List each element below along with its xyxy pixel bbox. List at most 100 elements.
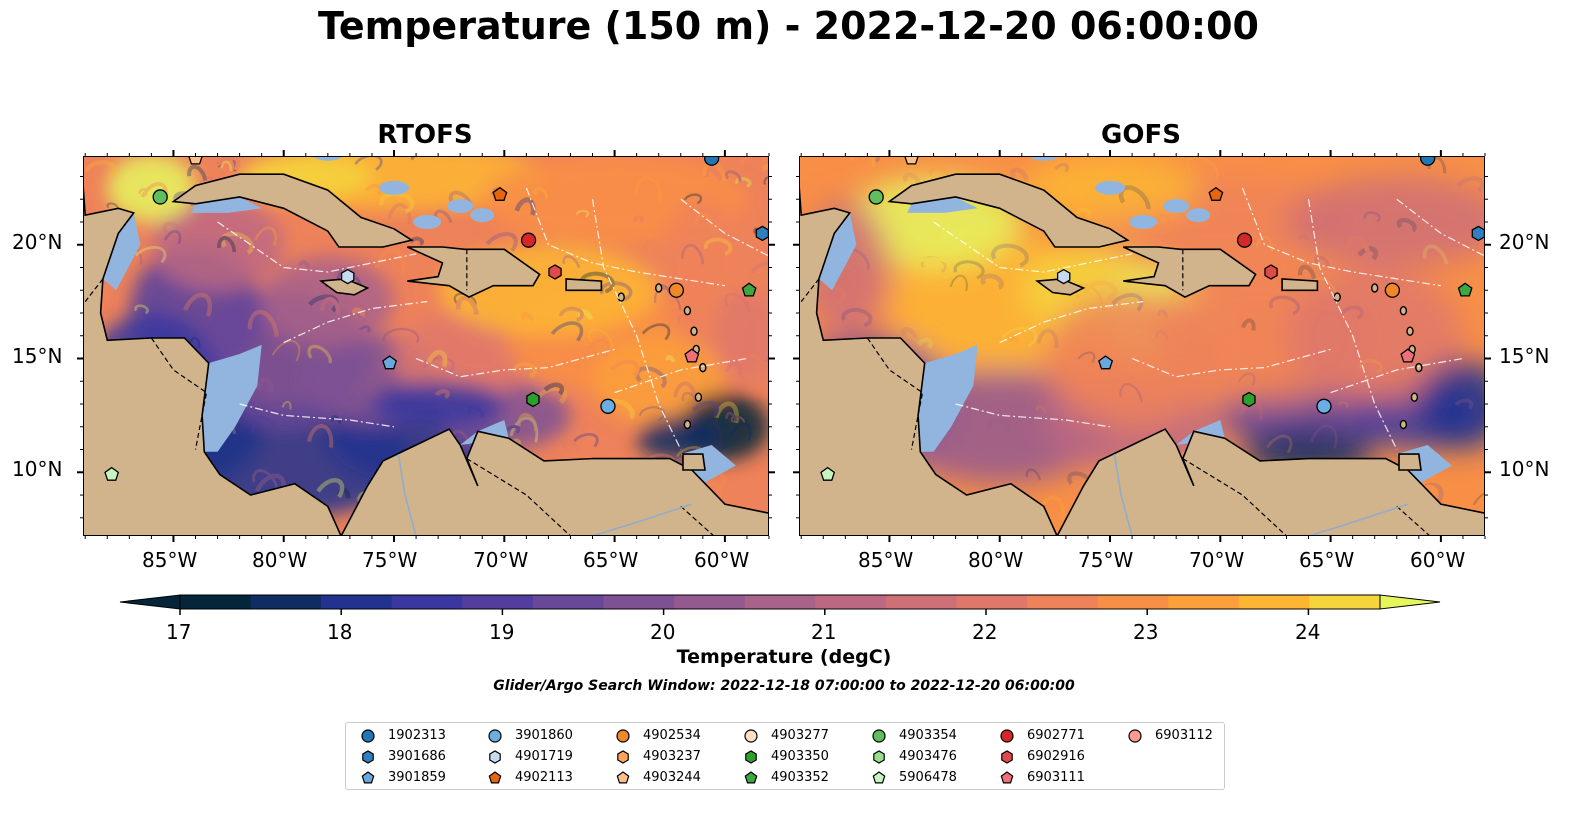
circle-marker-icon: [1000, 729, 1014, 743]
float-marker-3901859[interactable]: [382, 355, 398, 370]
float-marker-4903352[interactable]: [741, 282, 757, 297]
legend-label: 4902534: [643, 728, 701, 743]
pentagon-marker-icon: [361, 771, 375, 784]
lon-label-80-right: 80°W: [968, 548, 1024, 572]
colorbar-segment: [744, 595, 816, 609]
colorbar-segment: [1238, 595, 1310, 609]
lon-label-85-left: 85°W: [142, 548, 198, 572]
circle-marker-icon: [872, 729, 886, 743]
legend-label: 6903111: [1027, 770, 1085, 785]
search-window-text: Glider/Argo Search Window: 2022-12-18 07…: [493, 678, 1075, 694]
colorbar-segment: [532, 595, 605, 609]
circle-marker-icon: [616, 729, 630, 743]
float-legend: 1902313 3901686 3901859 3901860 4901719 49021…: [345, 722, 1225, 790]
float-marker-4903350[interactable]: [526, 391, 540, 408]
float-marker-4903350[interactable]: [1242, 391, 1256, 408]
lon-label-75-left: 75°W: [362, 548, 418, 572]
circle-marker-icon: [744, 729, 758, 743]
colorbar-min-extend: [119, 594, 181, 610]
panel-title-rtofs: RTOFS: [377, 120, 473, 150]
legend-label: 3901686: [388, 749, 446, 764]
lon-label-60-left: 60°W: [694, 548, 750, 572]
colorbar-segment: [956, 595, 1028, 609]
float-marker-4902113[interactable]: [492, 186, 508, 201]
lon-label-65-right: 65°W: [1299, 548, 1355, 572]
float-marker-6903111[interactable]: [1400, 348, 1416, 363]
legend-label: 3901860: [515, 728, 573, 743]
float-marker-4902534[interactable]: [668, 282, 685, 298]
legend-label: 4901719: [515, 749, 573, 764]
colorbar-segment: [674, 595, 746, 609]
legend-label: 4902113: [515, 770, 573, 785]
float-marker-4903244[interactable]: [904, 156, 919, 165]
float-marker-3901860[interactable]: [600, 398, 616, 414]
panel-title-gofs: GOFS: [1101, 120, 1181, 150]
hexagon-marker-icon: [489, 750, 501, 764]
colorbar-segment: [180, 595, 252, 609]
lat-label-15-right: 15°N: [1499, 344, 1550, 368]
legend-label: 6902916: [1027, 749, 1085, 764]
cbar-tick-19: 19: [489, 620, 515, 644]
float-marker-5906478[interactable]: [104, 466, 120, 481]
colorbar-segment: [603, 595, 675, 609]
float-marker-4903352[interactable]: [1457, 282, 1473, 297]
colorbar: [119, 594, 1441, 615]
legend-label: 4903350: [771, 749, 829, 764]
float-marker-4903354[interactable]: [868, 189, 884, 205]
pentagon-marker-icon: [872, 771, 886, 784]
colorbar-segment: [462, 595, 534, 609]
cbar-tick-21: 21: [811, 620, 837, 644]
lat-label-15-left: 15°N: [12, 344, 63, 368]
lon-label-70-right: 70°W: [1189, 548, 1245, 572]
float-marker-4901719[interactable]: [340, 268, 355, 285]
lon-label-65-left: 65°W: [583, 548, 639, 572]
map-panel-gofs[interactable]: [799, 156, 1485, 536]
legend-label: 4903476: [899, 749, 957, 764]
float-marker-4902113[interactable]: [1208, 186, 1224, 201]
float-marker-5906478[interactable]: [820, 466, 836, 481]
lat-label-20-right: 20°N: [1499, 230, 1550, 254]
float-marker-4902534[interactable]: [1384, 282, 1401, 298]
lon-label-60-right: 60°W: [1410, 548, 1466, 572]
hexagon-marker-icon: [745, 750, 757, 764]
cbar-tick-17: 17: [166, 620, 192, 644]
lat-label-10-left: 10°N: [12, 457, 63, 481]
float-marker-4901719[interactable]: [1056, 268, 1071, 285]
legend-label: 1902313: [388, 728, 446, 743]
lat-label-10-right: 10°N: [1499, 457, 1550, 481]
colorbar-segment: [815, 595, 887, 609]
float-marker-6903111[interactable]: [684, 348, 700, 363]
legend-label: 4903352: [771, 770, 829, 785]
colorbar-segment: [321, 595, 393, 609]
lon-label-80-left: 80°W: [252, 548, 308, 572]
cbar-tick-22: 22: [972, 620, 998, 644]
float-marker-4903354[interactable]: [152, 189, 168, 205]
float-marker-1902313[interactable]: [1420, 156, 1436, 166]
pentagon-marker-icon: [616, 771, 630, 784]
colorbar-segment: [250, 595, 322, 609]
float-marker-3901860[interactable]: [1316, 398, 1332, 414]
pentagon-marker-icon: [744, 771, 758, 784]
legend-label: 6902771: [1027, 728, 1085, 743]
legend-label: 4903237: [643, 749, 701, 764]
map-panel-rtofs[interactable]: [83, 156, 769, 536]
float-marker-6902771[interactable]: [520, 232, 537, 248]
lon-label-70-left: 70°W: [473, 548, 529, 572]
legend-label: 4903354: [899, 728, 957, 743]
hexagon-marker-icon: [362, 750, 374, 764]
float-marker-1902313[interactable]: [704, 156, 720, 166]
float-marker-3901859[interactable]: [1098, 355, 1114, 370]
colorbar-segment: [1097, 595, 1169, 609]
legend-label: 4903244: [643, 770, 701, 785]
colorbar-label: Temperature (degC): [676, 646, 892, 668]
cbar-tick-20: 20: [650, 620, 676, 644]
lat-label-20-left: 20°N: [12, 230, 63, 254]
float-marker-6902916[interactable]: [548, 264, 562, 280]
float-marker-6902916[interactable]: [1264, 264, 1278, 280]
float-marker-4903244[interactable]: [188, 156, 203, 165]
colorbar-segment: [391, 595, 463, 609]
circle-marker-icon: [361, 729, 375, 743]
float-marker-6902771[interactable]: [1236, 232, 1253, 248]
colorbar-segment: [1309, 595, 1381, 609]
circle-marker-icon: [488, 729, 502, 743]
